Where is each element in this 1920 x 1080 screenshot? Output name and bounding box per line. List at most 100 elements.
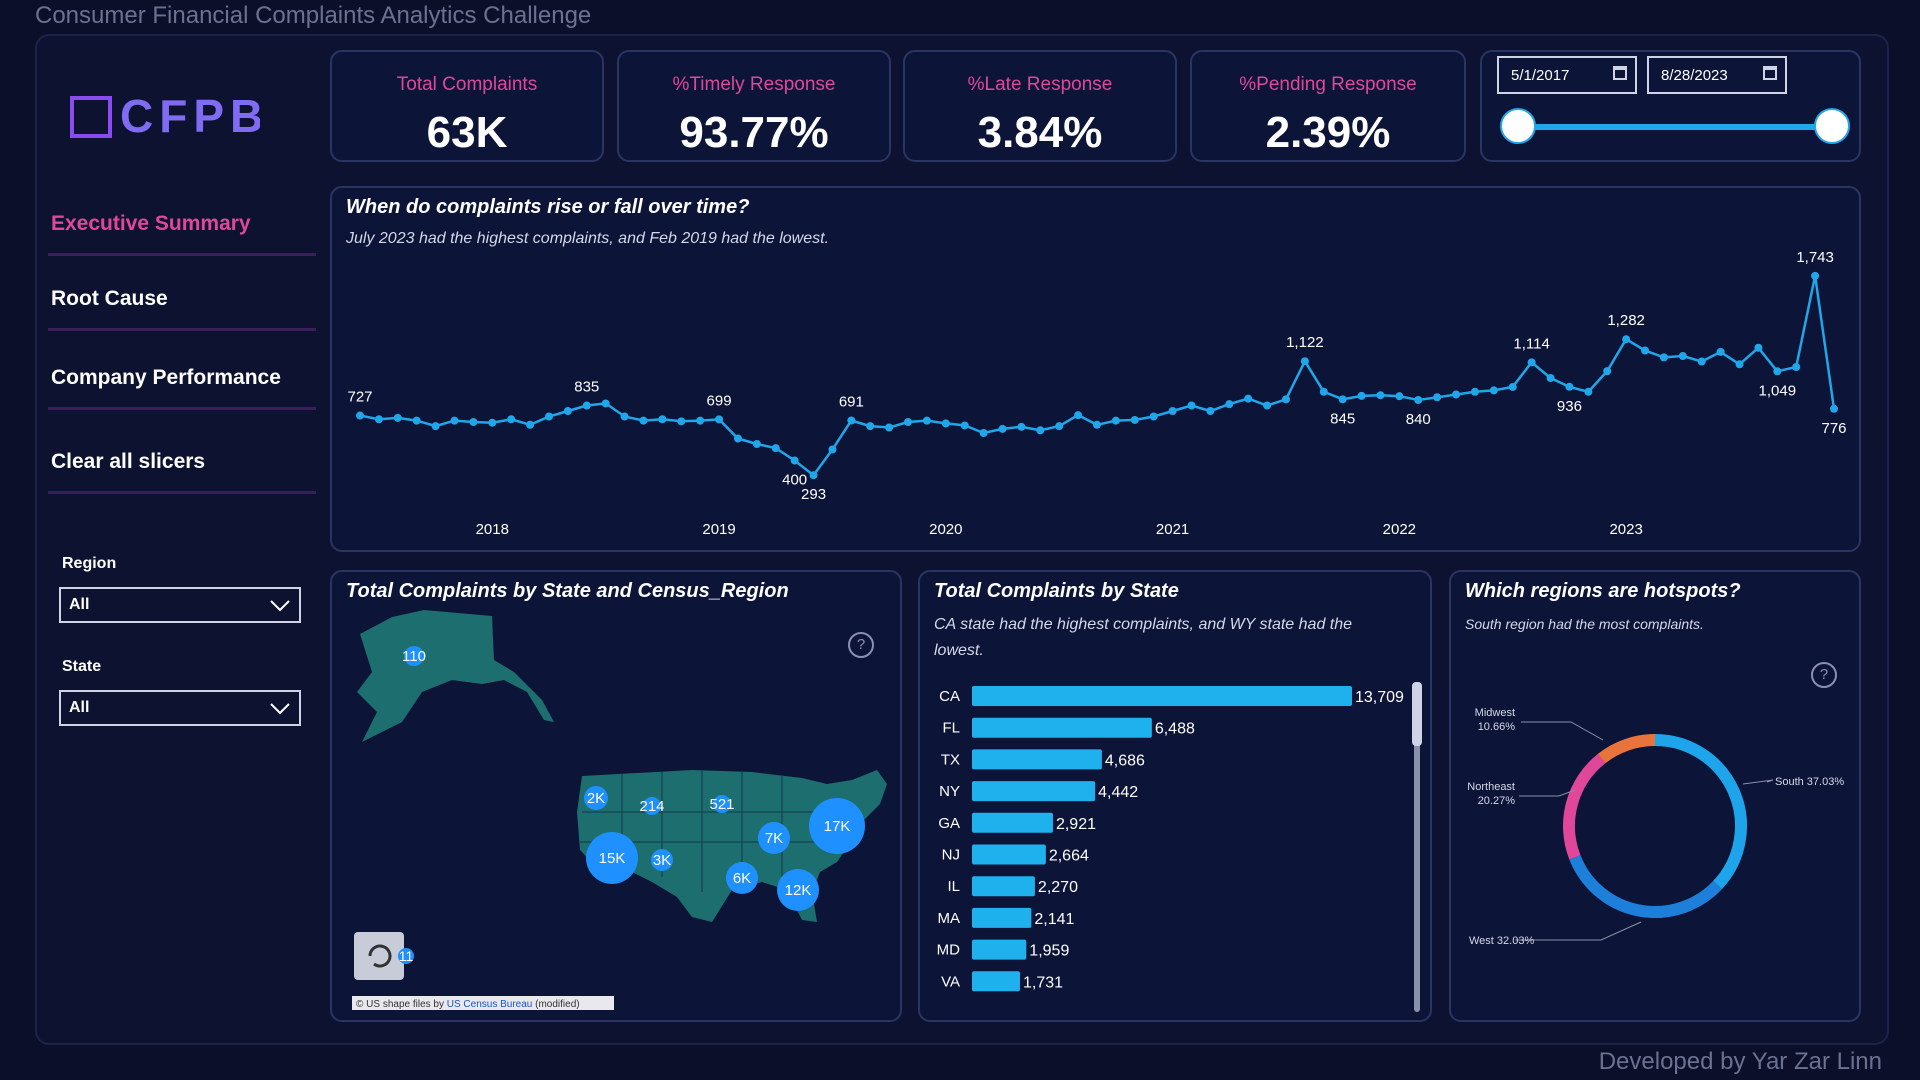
bar-ny[interactable] [972,781,1096,802]
trend-point[interactable] [450,416,459,425]
trend-point[interactable] [1811,271,1820,280]
bar-va[interactable] [972,971,1020,992]
trend-point[interactable] [1093,420,1101,429]
bar-ca[interactable] [972,686,1352,706]
trend-point[interactable] [1603,367,1612,376]
trend-point[interactable] [771,444,780,453]
nav-company-performance[interactable]: Company Performance [48,348,316,410]
bar-ma[interactable] [972,907,1032,928]
trend-point[interactable] [1584,387,1593,396]
map-bubble[interactable] [398,948,414,964]
calendar-icon[interactable] [1613,66,1627,80]
map-bubble[interactable] [758,822,790,854]
nav-root-cause[interactable]: Root Cause [48,269,316,331]
trend-point[interactable] [1168,407,1177,415]
trend-point[interactable] [1830,404,1838,413]
donut-slice-south[interactable] [1654,734,1747,890]
help-icon[interactable]: ? [1811,662,1837,688]
trend-point[interactable] [1414,396,1423,404]
map-bubble[interactable] [643,797,661,815]
trend-point[interactable] [809,471,818,480]
trend-point[interactable] [1754,343,1763,352]
map-bubble[interactable] [586,832,638,884]
donut-slice-west[interactable] [1569,855,1722,918]
nav-executive-summary[interactable]: Executive Summary [48,194,316,256]
trend-point[interactable] [507,415,516,424]
map-bubble[interactable] [726,862,758,894]
trend-point[interactable] [866,422,875,431]
map-bubble[interactable] [584,786,608,810]
trend-point[interactable] [1735,360,1744,369]
trend-point[interactable] [601,399,610,408]
trend-point[interactable] [885,423,894,432]
region-dropdown[interactable]: All [59,587,301,623]
trend-point[interactable] [1697,357,1706,366]
trend-point[interactable] [544,412,553,421]
trend-point[interactable] [1678,352,1687,360]
map-bubble[interactable] [777,869,819,911]
state-dropdown[interactable]: All [59,690,301,726]
trend-point[interactable] [658,415,667,424]
trend-point[interactable] [828,445,837,454]
trend-point[interactable] [1036,426,1045,435]
trend-point[interactable] [1074,411,1083,420]
bar-tx[interactable] [972,749,1102,770]
trend-point[interactable] [1055,422,1064,431]
trend-point[interactable] [1452,390,1461,399]
trend-point[interactable] [1111,416,1120,425]
trend-point[interactable] [488,418,497,427]
trend-point[interactable] [620,412,629,421]
bar-il[interactable] [972,876,1035,897]
trend-point[interactable] [1527,358,1536,367]
trend-point[interactable] [941,419,950,428]
trend-point[interactable] [1489,386,1498,395]
trend-point[interactable] [1395,392,1404,401]
trend-point[interactable] [526,420,535,429]
map-reset-button[interactable] [354,932,404,980]
trend-point[interactable] [1206,407,1215,415]
trend-point[interactable] [715,415,724,424]
trend-point[interactable] [1659,353,1668,362]
trend-point[interactable] [582,401,591,410]
map-bubble[interactable] [713,795,731,813]
date-slider-track[interactable] [1520,124,1836,130]
donut-slice-midwest[interactable] [1597,734,1656,764]
trend-point[interactable] [469,418,478,426]
trend-point[interactable] [639,416,648,425]
trend-point[interactable] [677,417,686,426]
trend-point[interactable] [960,421,969,430]
trend-point[interactable] [1376,391,1385,400]
trend-point[interactable] [1470,387,1479,396]
end-date-input[interactable]: 8/28/2023 [1647,56,1787,94]
date-slider-start-handle[interactable] [1500,108,1536,144]
trend-point[interactable] [1281,395,1290,404]
trend-point[interactable] [1641,346,1650,355]
start-date-input[interactable]: 5/1/2017 [1497,56,1637,94]
trend-point[interactable] [733,434,742,443]
trend-point[interactable] [1357,391,1366,400]
donut-slice-northeast[interactable] [1563,753,1606,860]
trend-point[interactable] [1546,374,1555,382]
bar-md[interactable] [972,939,1027,960]
trend-point[interactable] [904,418,913,426]
trend-point[interactable] [1433,393,1442,402]
trend-point[interactable] [696,416,705,425]
trend-point[interactable] [563,407,572,415]
trend-point[interactable] [1565,382,1574,391]
bar-nj[interactable] [972,844,1046,865]
map-bubble[interactable] [404,646,424,666]
trend-point[interactable] [1319,387,1328,396]
trend-point[interactable] [1792,363,1801,371]
trend-point[interactable] [1149,412,1158,421]
trend-point[interactable] [412,416,421,425]
trend-point[interactable] [1622,335,1631,344]
trend-point[interactable] [374,415,383,424]
bar-ga[interactable] [972,812,1053,833]
trend-point[interactable] [1263,401,1272,410]
date-slider-end-handle[interactable] [1814,108,1850,144]
help-icon[interactable]: ? [848,632,874,658]
attribution-link[interactable]: US Census Bureau [447,999,533,1010]
trend-point[interactable] [431,422,440,431]
trend-point[interactable] [979,429,988,437]
trend-point[interactable] [393,413,402,422]
